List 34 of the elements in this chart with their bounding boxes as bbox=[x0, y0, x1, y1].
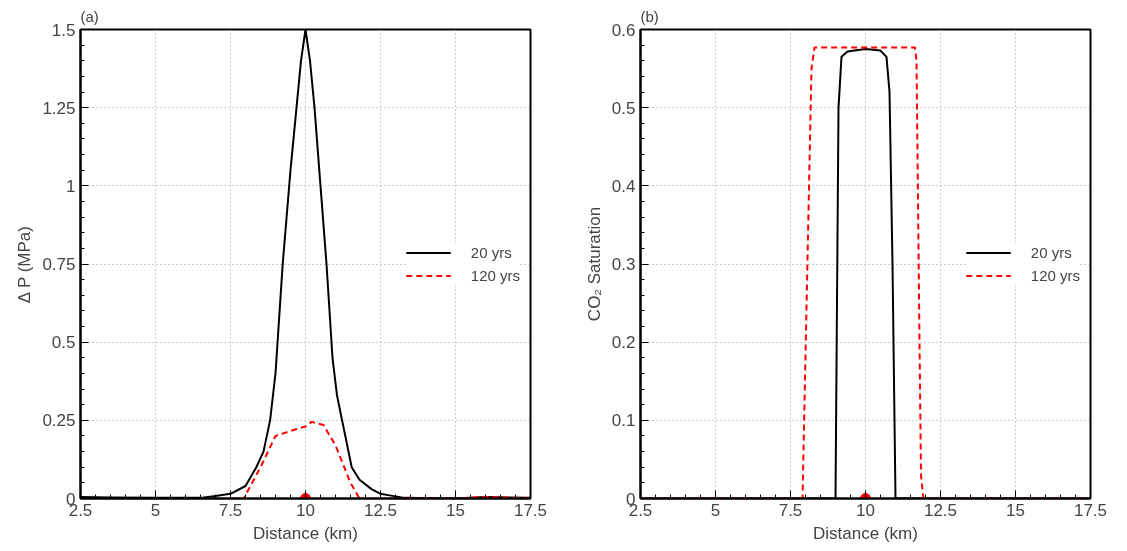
legend-label: 120 yrs bbox=[1030, 266, 1080, 284]
y-tick-label: 1 bbox=[66, 176, 76, 196]
x-tick-label: 10 bbox=[296, 500, 315, 520]
x-tick-label: 12.5 bbox=[923, 500, 958, 520]
y-tick-label: 0.5 bbox=[51, 333, 76, 353]
text: (b) bbox=[640, 7, 659, 25]
x-tick-label: 15 bbox=[1006, 500, 1025, 520]
legend-label: 20 yrs bbox=[470, 243, 512, 261]
y-tick-label: 0.2 bbox=[611, 333, 636, 353]
y-tick-label: 0.4 bbox=[611, 176, 636, 196]
y-axis-title: CO₂ Saturation bbox=[584, 206, 604, 322]
x-tick-label: 17.5 bbox=[1073, 500, 1108, 520]
y-axis-title: Δ P (MPa) bbox=[15, 226, 35, 304]
y-tick-label: 0.3 bbox=[611, 255, 636, 274]
y-tick-label: 0.75 bbox=[42, 255, 76, 274]
x-tick-label: 17.5 bbox=[513, 500, 548, 520]
legend-label: 20 yrs bbox=[1030, 243, 1072, 261]
x-tick-label: 15 bbox=[446, 500, 465, 520]
x-tick-label: 10 bbox=[856, 500, 875, 520]
x-tick-label: 5 bbox=[150, 500, 161, 520]
x-tick-label: 12.5 bbox=[363, 500, 398, 520]
x-tick-label: 7.5 bbox=[218, 500, 243, 520]
text: (a) bbox=[80, 7, 99, 25]
y-tick-label: 0.1 bbox=[611, 411, 636, 431]
y-tick-label: 0.25 bbox=[42, 411, 76, 431]
y-tick-label: 1.5 bbox=[51, 20, 76, 40]
y-tick-label: 0.5 bbox=[611, 98, 636, 118]
x-axis-title: Distance (km) bbox=[813, 523, 918, 543]
x-tick-label: 7.5 bbox=[778, 500, 803, 520]
y-tick-label: 0.6 bbox=[611, 20, 636, 40]
y-tick-label: 1.25 bbox=[42, 98, 76, 118]
x-tick-label: 5 bbox=[710, 500, 721, 520]
legend-label: 120 yrs bbox=[470, 266, 520, 284]
x-axis-title: Distance (km) bbox=[253, 523, 358, 543]
